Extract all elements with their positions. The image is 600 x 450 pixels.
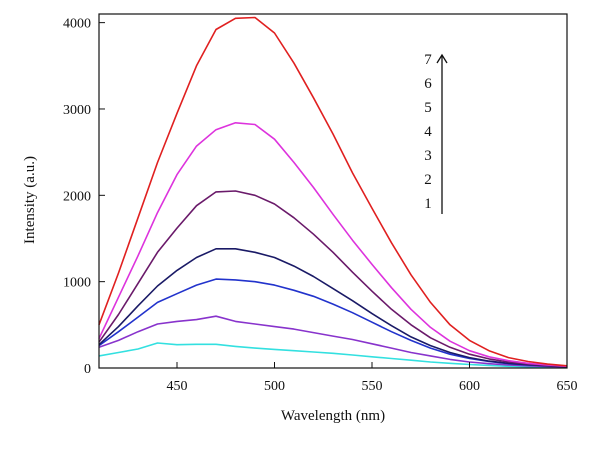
series-layer <box>98 16 568 369</box>
x-axis-title: Wavelength (nm) <box>281 408 385 424</box>
legend-label-1: 1 <box>424 196 432 212</box>
y-axis-title: Intensity (a.u.) <box>22 156 38 244</box>
y-tick-label-4000: 4000 <box>63 17 91 32</box>
legend-label-3: 3 <box>424 148 432 164</box>
legend-label-5: 5 <box>424 100 432 116</box>
x-tick-label-600: 600 <box>459 379 480 394</box>
plot-frame <box>98 13 568 369</box>
series-line-6 <box>98 122 568 368</box>
legend-label-2: 2 <box>424 172 432 188</box>
x-tick-label-550: 550 <box>362 379 383 394</box>
x-tick-label-500: 500 <box>264 379 285 394</box>
x-tick-label-650: 650 <box>557 379 578 394</box>
series-line-7 <box>98 16 568 367</box>
legend-label-6: 6 <box>424 76 432 92</box>
series-line-5 <box>98 190 568 368</box>
y-tick-label-3000: 3000 <box>63 103 91 118</box>
y-tick-label-2000: 2000 <box>63 189 91 204</box>
legend: 7 6 5 4 3 2 1 <box>424 52 448 214</box>
series-line-2 <box>98 315 568 368</box>
legend-arrow-head <box>436 53 448 64</box>
series-line-4 <box>98 248 568 368</box>
legend-label-7: 7 <box>424 52 432 68</box>
x-tick-label-450: 450 <box>167 379 188 394</box>
y-tick-label-1000: 1000 <box>63 276 91 291</box>
ticks-layer: 450 500 550 600 650 0 1000 2000 3000 4000 <box>63 17 578 394</box>
series-line-1 <box>98 342 568 369</box>
y-tick-label-0: 0 <box>84 362 91 377</box>
legend-label-4: 4 <box>424 124 432 140</box>
